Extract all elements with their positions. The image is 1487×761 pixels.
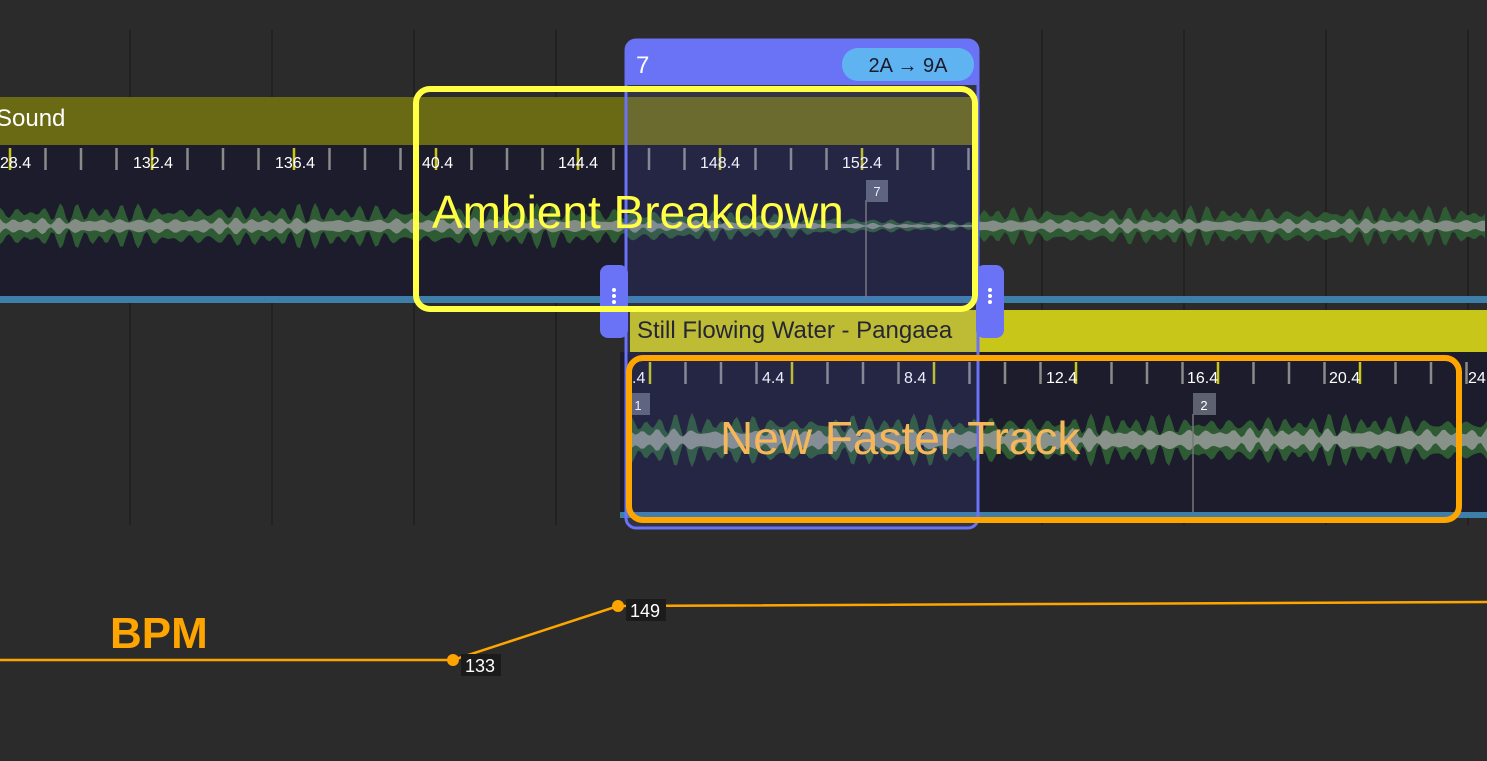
track-a-title: Sound [0,105,65,132]
key-pill [842,48,974,81]
new-track-label: New Faster Track [720,412,1081,464]
handle-dots [612,288,992,304]
track-a-waveform-core [0,217,1485,235]
beat-label: 132.4 [133,155,173,172]
key-change: 2A → 9A [869,55,949,77]
bpm-point[interactable] [447,654,459,666]
bpm-curve [0,600,1487,662]
cue-box [632,393,650,415]
beat-label: 148.4 [700,155,740,172]
transition[interactable]: 7 2A → 9A [600,38,1004,530]
beat-label: 20.4 [1329,370,1360,387]
track-b-strip [620,512,1487,518]
transition-number: 7 [636,52,649,79]
bpm-title: BPM [110,609,208,658]
cue-box [1193,393,1216,415]
ambient-label: Ambient Breakdown [432,186,844,238]
beat-label: 136.4 [275,155,315,172]
cue-label: 7 [873,184,880,199]
track-a-strip [0,296,1487,303]
bpm-value: 149 [630,601,660,621]
beat-label: 28.4 [0,155,31,172]
beat-label: 40.4 [422,155,453,172]
bpm-label-bg [626,599,666,621]
track-b-title-bar [630,310,1487,352]
track-b-title: Still Flowing Water - Pangaea [637,317,953,344]
beat-label: 16.4 [1187,370,1218,387]
bpm-value: 133 [465,656,495,676]
track-a-title-bar [0,97,972,145]
new-track-highlight [626,355,1462,523]
beat-label: 8.4 [904,370,926,387]
beat-label: 152.4 [842,155,882,172]
beat-label: 4.4 [762,370,784,387]
bpm-label-bg [461,654,501,676]
track-a-ruler: 28.4 132.4 136.4 40.4 144.4 148.4 152.4 [0,148,970,172]
bpm-point[interactable] [612,600,624,612]
beat-label: 12.4 [1046,370,1077,387]
cue-box [866,180,888,202]
track-b-ruler: .4 4.4 8.4 12.4 16.4 20.4 24 [632,362,1486,387]
cue-label: 2 [1200,398,1207,413]
ambient-highlight [413,86,978,312]
cue-label: 1 [634,398,641,413]
beat-label: .4 [632,370,645,387]
beat-label: 24 [1468,370,1486,387]
beat-label: 144.4 [558,155,598,172]
track-b-waveform-core [632,427,1487,453]
